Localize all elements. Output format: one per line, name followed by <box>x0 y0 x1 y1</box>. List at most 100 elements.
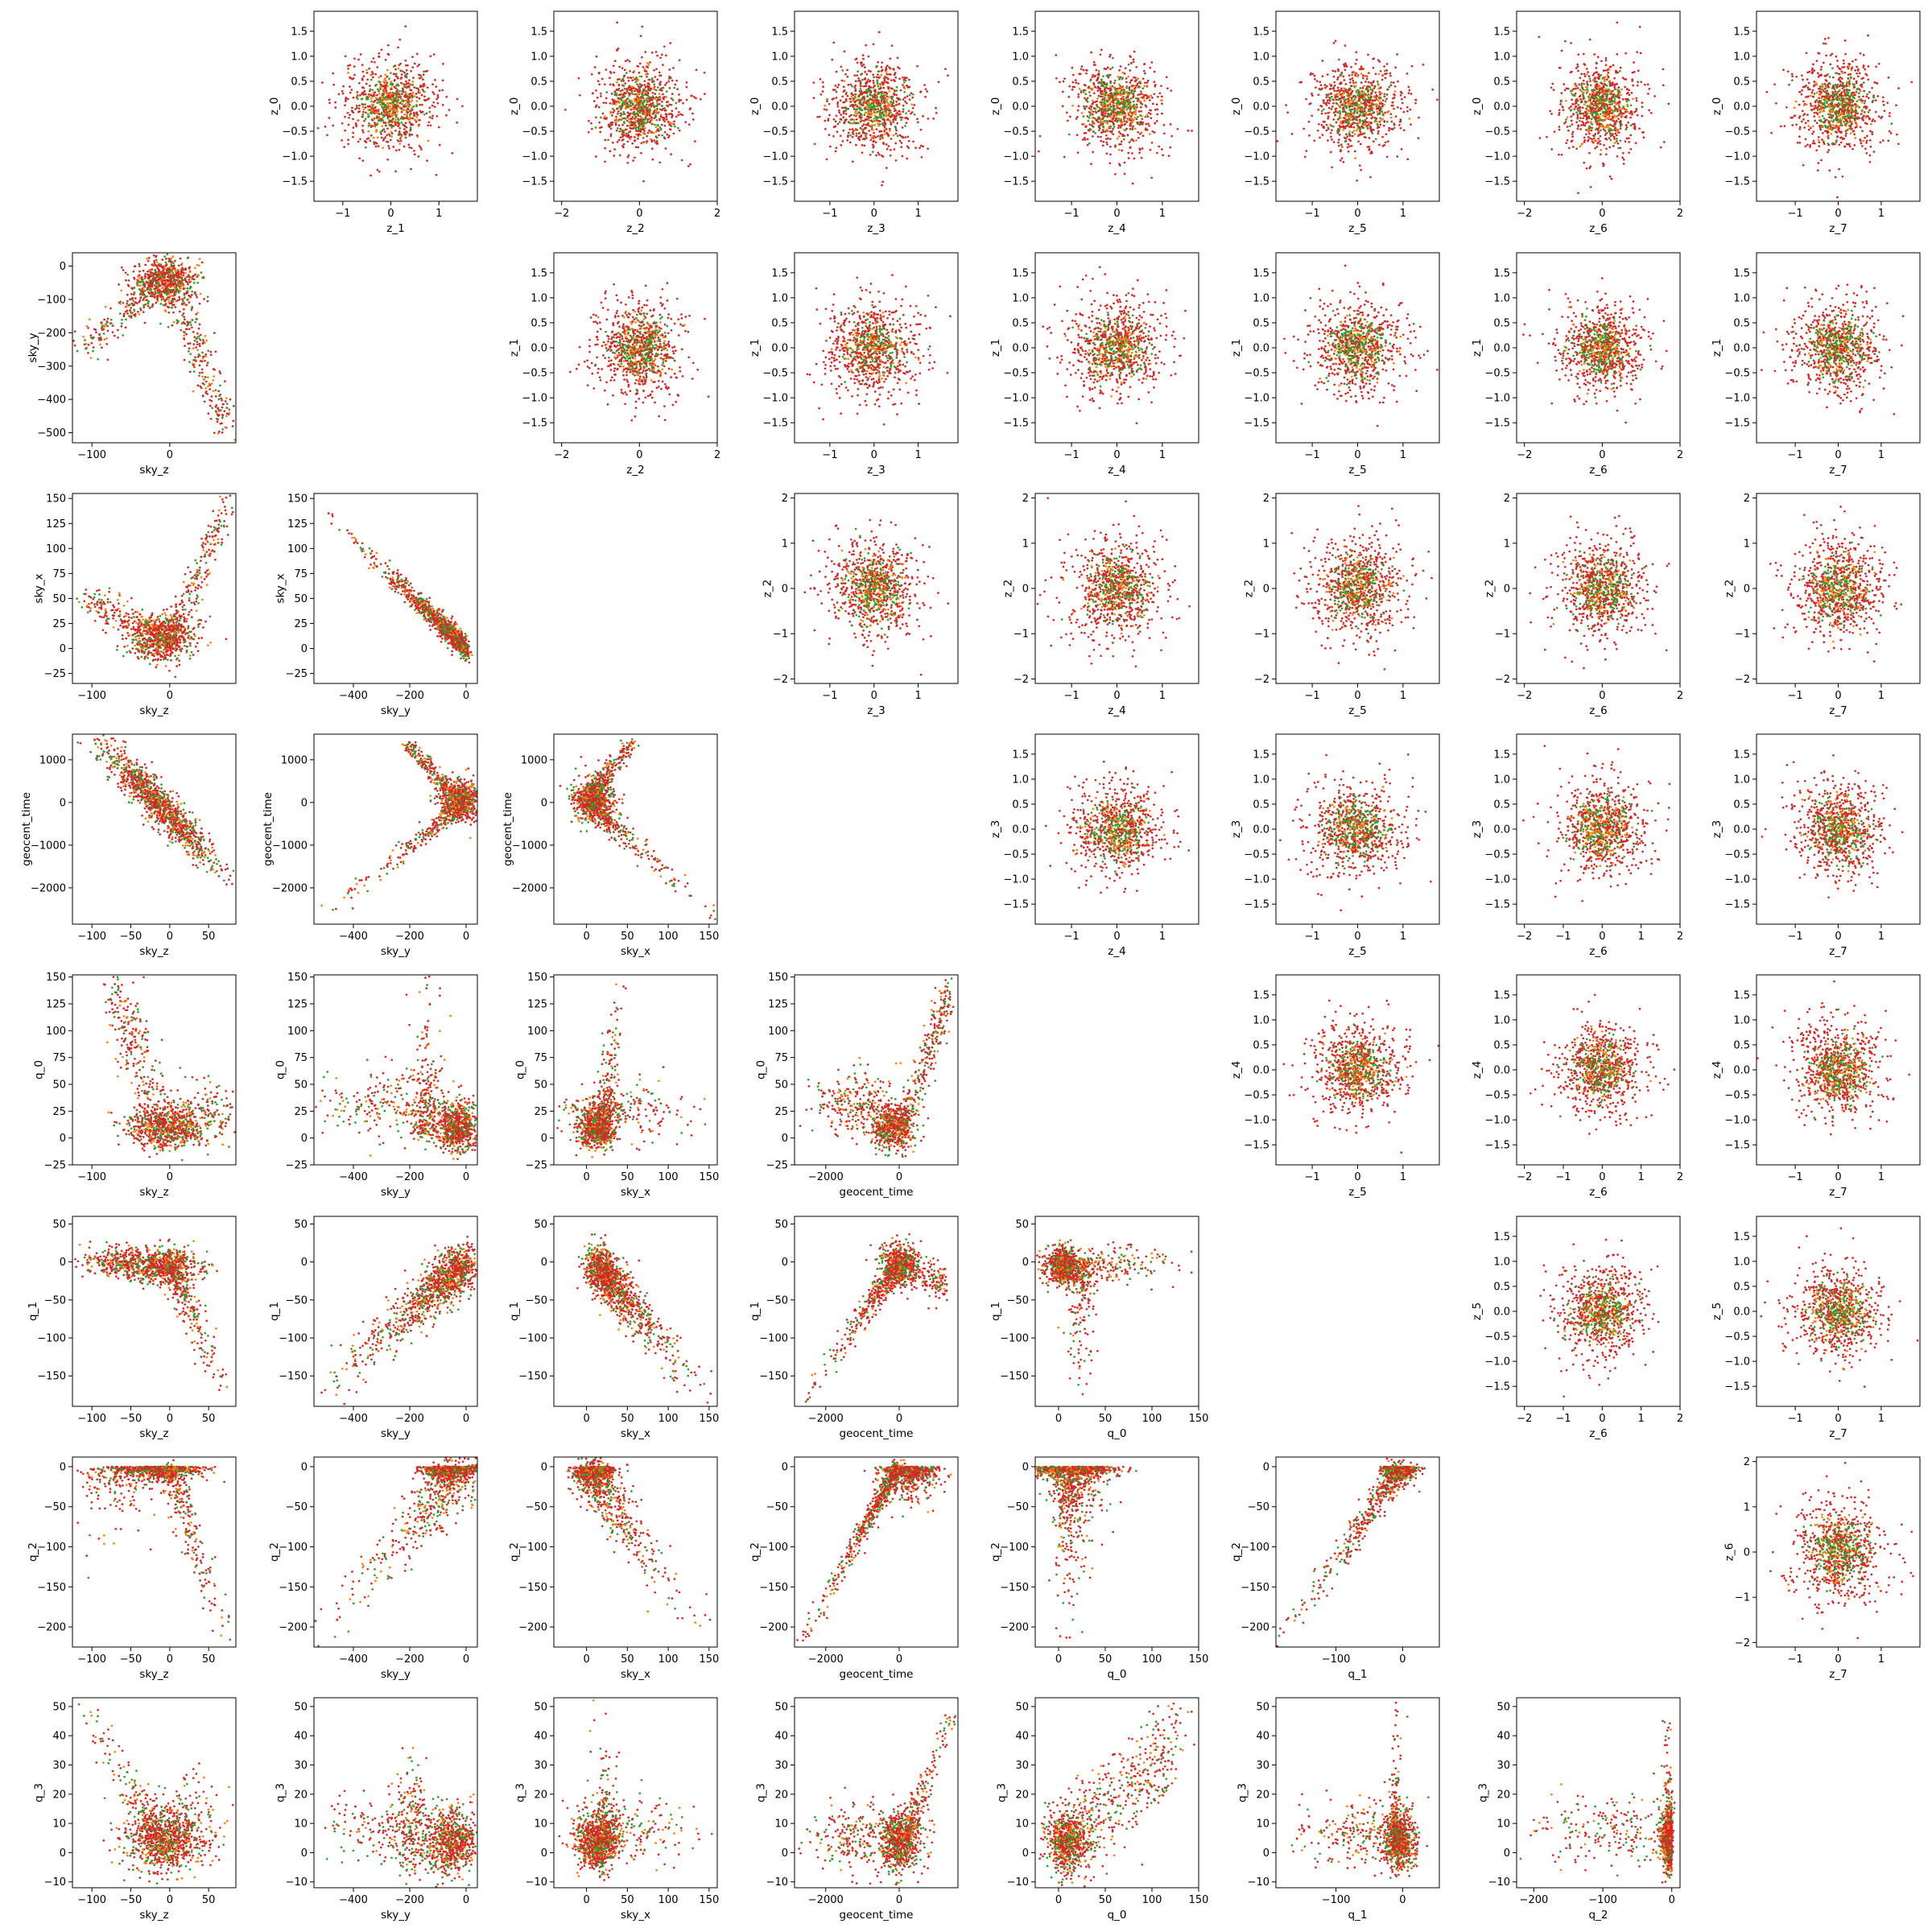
scatter-point <box>618 139 621 142</box>
scatter-point <box>595 126 597 129</box>
scatter-point <box>881 181 884 184</box>
scatter-point <box>837 105 840 108</box>
y-tick-label: −1.5 <box>522 176 547 188</box>
scatter-point <box>656 55 658 57</box>
scatter-point <box>398 119 400 122</box>
scatter-point <box>658 72 661 74</box>
scatter-point <box>898 103 901 105</box>
scatter-point <box>656 137 658 139</box>
scatter-point <box>370 134 373 137</box>
scatter-point <box>665 96 667 98</box>
scatter-point <box>365 96 368 98</box>
scatter-point <box>385 104 387 106</box>
scatter-point <box>437 96 440 98</box>
scatter-point <box>418 97 420 100</box>
scatter-point <box>415 93 418 95</box>
scatter-point <box>401 90 403 93</box>
scatter-point <box>373 141 375 143</box>
y-tick-label: 0.5 <box>291 76 308 88</box>
scatter-point <box>923 84 926 86</box>
scatter-point <box>362 103 365 105</box>
scatter-point <box>436 115 439 118</box>
scatter-point <box>869 116 871 118</box>
scatter-point <box>832 89 835 91</box>
scatter-point <box>920 129 923 131</box>
scatter-point <box>648 130 650 132</box>
scatter-point <box>368 95 370 97</box>
scatter-point <box>641 91 643 93</box>
scatter-point <box>599 131 601 134</box>
scatter-point <box>621 134 624 136</box>
scatter-point <box>352 118 354 121</box>
scatter-point <box>406 69 408 72</box>
scatter-point <box>609 76 611 79</box>
scatter-point <box>396 76 398 78</box>
scatter-point <box>836 103 839 105</box>
scatter-point <box>824 105 826 107</box>
scatter-point <box>911 97 914 99</box>
y-tick-label: 0.0 <box>291 101 308 114</box>
scatter-point <box>341 90 344 93</box>
scatter-point <box>407 82 410 85</box>
scatter-point <box>886 102 889 105</box>
scatter-point <box>416 100 419 102</box>
scatter-point <box>445 96 448 98</box>
scatter-point <box>362 91 365 93</box>
scatter-point <box>914 114 916 116</box>
scatter-point <box>646 101 649 103</box>
scatter-point <box>411 147 413 150</box>
scatter-point <box>909 98 911 101</box>
scatter-points <box>812 31 948 187</box>
scatter-point <box>642 107 644 109</box>
scatter-point <box>675 107 678 109</box>
scatter-point <box>429 55 431 57</box>
scatter-point <box>390 72 392 74</box>
scatter-point <box>635 146 638 148</box>
scatter-point <box>655 126 658 129</box>
scatter-point <box>642 110 645 113</box>
scatter-point <box>376 142 378 145</box>
scatter-point <box>355 126 357 128</box>
scatter-point <box>388 121 390 123</box>
scatter-point <box>819 78 822 80</box>
scatter-point <box>411 56 414 58</box>
scatter-point <box>652 113 654 115</box>
scatter-point <box>658 119 661 122</box>
scatter-point <box>591 73 593 76</box>
scatter-point <box>416 65 419 68</box>
scatter-point <box>860 127 862 130</box>
scatter-point <box>351 78 353 80</box>
scatter-point <box>399 69 402 72</box>
scatter-point <box>906 145 909 147</box>
scatter-point <box>382 147 384 149</box>
scatter-point <box>849 101 852 103</box>
scatter-point <box>431 105 434 107</box>
scatter-point <box>397 99 399 101</box>
scatter-point <box>625 72 628 74</box>
scatter-point <box>405 103 407 105</box>
scatter-point <box>661 101 663 103</box>
scatter-point <box>624 82 626 85</box>
scatter-point <box>616 108 618 110</box>
scatter-point <box>372 72 374 75</box>
scatter-point <box>597 80 600 82</box>
scatter-point <box>885 67 887 69</box>
y-tick-label: 0.5 <box>530 76 547 88</box>
scatter-point <box>595 116 597 118</box>
scatter-point <box>867 109 869 111</box>
scatter-point <box>863 114 865 117</box>
scatter-point <box>862 92 865 94</box>
scatter-point <box>894 118 897 121</box>
scatter-point <box>409 89 411 91</box>
scatter-point <box>647 97 650 99</box>
scatter-point <box>358 107 361 109</box>
scatter-point <box>389 124 391 126</box>
scatter-point <box>405 122 407 124</box>
scatter-point <box>394 122 396 124</box>
scatter-point <box>351 107 353 109</box>
scatter-point <box>385 124 387 126</box>
scatter-point <box>621 103 624 105</box>
scatter-point <box>615 119 617 122</box>
scatter-point <box>610 133 613 135</box>
scatter-point <box>826 100 828 102</box>
